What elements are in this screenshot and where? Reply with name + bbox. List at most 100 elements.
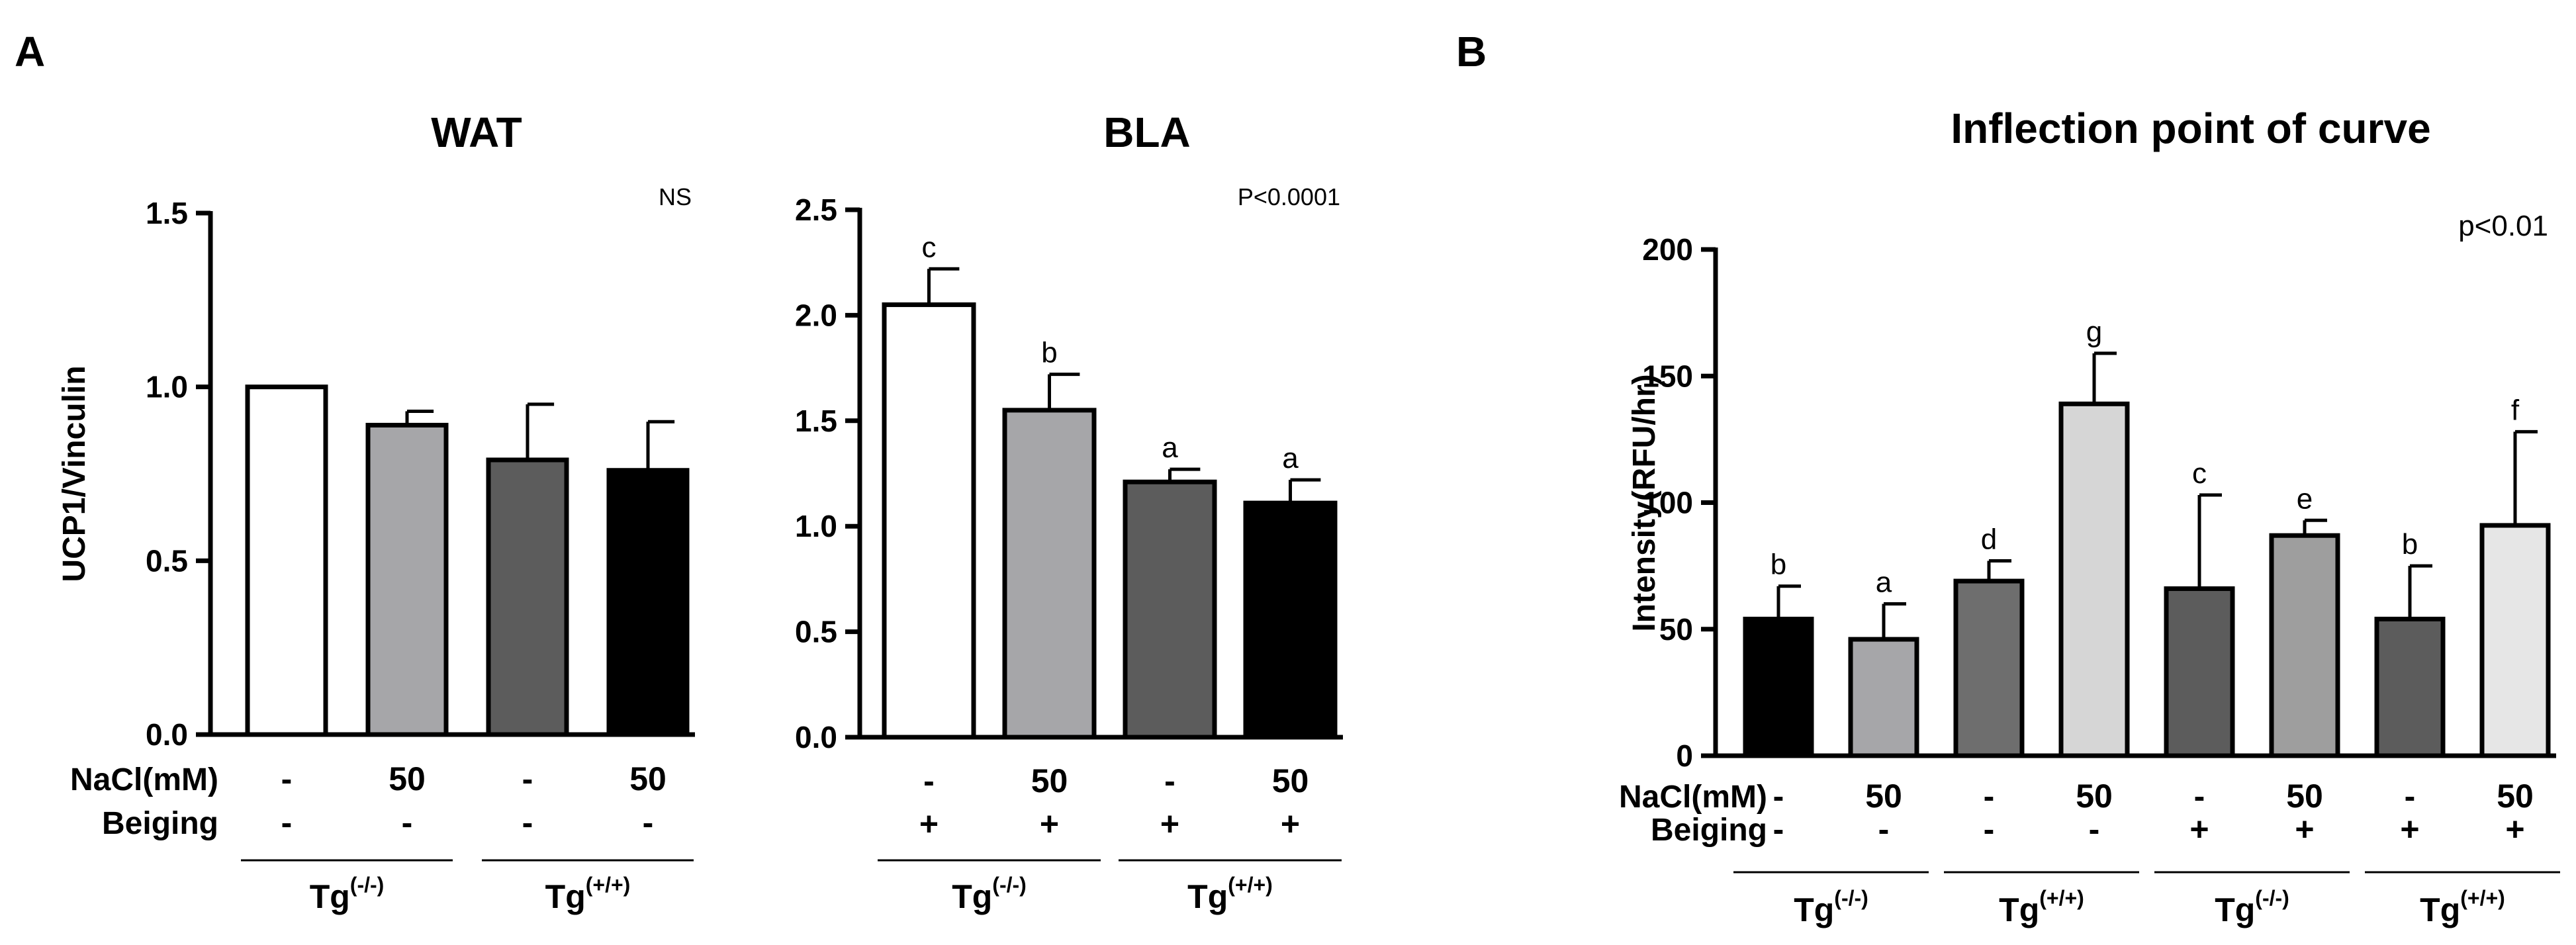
row-cell: 50 — [389, 760, 426, 797]
y-tick-label: 1.5 — [146, 196, 188, 230]
panel-label-b: B — [1456, 28, 1487, 75]
group-label: Tg(-/-) — [310, 873, 385, 915]
y-tick-label: 0.0 — [795, 720, 837, 754]
bar — [1848, 637, 1919, 758]
significance-letter: d — [1981, 523, 1997, 555]
row-cell: 50 — [1865, 778, 1902, 815]
row-cell: - — [1984, 811, 1995, 848]
significance-letter: c — [922, 231, 937, 263]
significance-letter: e — [2297, 482, 2313, 515]
y-tick-label: 100 — [1642, 486, 1693, 520]
row-cell: + — [2295, 811, 2314, 848]
row-cell: 50 — [629, 760, 667, 797]
significance-letter: a — [1162, 431, 1178, 464]
row-cell: - — [1878, 811, 1890, 848]
group-label-main: Tg — [952, 878, 992, 915]
row-cell: + — [2400, 811, 2419, 848]
row-cell: - — [281, 760, 293, 797]
row-cell: + — [1040, 805, 1059, 842]
y-tick-label: 50 — [1659, 612, 1693, 647]
group-label: Tg(+/+) — [1999, 886, 2084, 928]
y-tick-label: 150 — [1642, 359, 1693, 393]
row-label: NaCl(mM) — [1619, 780, 1767, 815]
y-tick-label: 1.0 — [795, 509, 837, 543]
group-label-main: Tg — [2215, 891, 2255, 928]
significance-letter: f — [2511, 394, 2520, 426]
chart-title: BLA — [1103, 109, 1191, 156]
row-cell: + — [2189, 811, 2209, 848]
group-label-sup: (+/+) — [2039, 886, 2084, 910]
row-cell: 50 — [2497, 778, 2534, 815]
group-label-main: Tg — [310, 878, 350, 915]
row-cell: - — [643, 804, 654, 841]
bar — [1123, 479, 1217, 740]
significance-letter: a — [1282, 442, 1299, 474]
group-label-main: Tg — [545, 878, 586, 915]
group-label-main: Tg — [1187, 878, 1228, 915]
row-cell: - — [522, 804, 533, 841]
chart-wat: WAT NS UCP1/Vinculin 0.0 0.5 1.0 1.5 NaCl(mM) Be… — [57, 109, 695, 915]
row-cell: - — [2194, 778, 2205, 815]
row-label: NaCl(mM) — [70, 762, 218, 797]
row-cell: - — [281, 804, 293, 841]
y-tick-label: 0.5 — [146, 543, 188, 578]
y-tick-label: 200 — [1642, 232, 1693, 267]
group-label: Tg(-/-) — [2215, 886, 2289, 928]
row-label: Beiging — [102, 806, 218, 841]
group-label: Tg(-/-) — [952, 873, 1027, 915]
group-label-sup: (-/-) — [350, 873, 385, 897]
bar — [486, 457, 569, 737]
row-cell: 50 — [2076, 778, 2113, 815]
group-label-main: Tg — [2420, 891, 2460, 928]
bar — [2374, 616, 2446, 758]
y-tick-label: 2.0 — [795, 298, 837, 332]
row-cell: + — [1281, 805, 1300, 842]
significance-label: P<0.0001 — [1238, 183, 1340, 210]
bar — [606, 468, 690, 737]
row-cell: + — [2505, 811, 2524, 848]
y-tick-label: 1.5 — [795, 404, 837, 438]
bar — [245, 384, 328, 737]
group-label-sup: (+/+) — [586, 873, 631, 897]
bar — [2164, 586, 2235, 758]
group-label: Tg(+/+) — [1187, 873, 1273, 915]
significance-letter: b — [1041, 337, 1057, 369]
y-tick-label: 2.5 — [795, 193, 837, 227]
significance-letter: b — [1771, 549, 1786, 581]
group-label-sup: (-/-) — [992, 873, 1027, 897]
significance-label: p<0.01 — [2458, 210, 2548, 242]
bar — [1743, 616, 1814, 758]
bar — [2269, 533, 2340, 758]
y-tick-label: 1.0 — [146, 370, 188, 404]
bar — [882, 302, 976, 740]
row-cell: + — [919, 805, 939, 842]
group-label-sup: (-/-) — [2255, 886, 2289, 910]
chart-bla: BLA P<0.0001 0.0 0.5 1.0 1.5 2.0 2.5 c b a a - 50 - 50 +… — [795, 109, 1343, 915]
bar — [1243, 500, 1338, 740]
group-label-sup: (+/+) — [1228, 873, 1273, 897]
bar — [2058, 401, 2130, 758]
significance-letter: g — [2086, 316, 2102, 348]
group-label-sup: (-/-) — [1834, 886, 1868, 910]
group-label-sup: (+/+) — [2460, 886, 2505, 910]
row-cell: - — [1984, 778, 1995, 815]
row-cell: - — [1164, 762, 1175, 799]
y-axis-label: Intensity(RFU/hr) — [1627, 374, 1662, 631]
chart-inflection-point: Inflection point of curve p<0.01 Intensity… — [1619, 105, 2560, 928]
chart-title: WAT — [431, 109, 522, 156]
group-label: Tg(+/+) — [545, 873, 631, 915]
row-cell: - — [402, 804, 413, 841]
row-cell: - — [2089, 811, 2100, 848]
panel-label-a: A — [15, 28, 45, 75]
row-cell: 50 — [2286, 778, 2323, 815]
significance-letter: c — [2192, 457, 2207, 490]
chart-title: Inflection point of curve — [1951, 105, 2430, 152]
significance-letter: a — [1876, 566, 1892, 599]
row-cell: - — [923, 762, 935, 799]
significance-letter: b — [2402, 528, 2418, 561]
y-tick-label: 0.5 — [795, 615, 837, 649]
row-cell: - — [1773, 778, 1784, 815]
bar — [2479, 523, 2551, 758]
row-cell: - — [522, 760, 533, 797]
